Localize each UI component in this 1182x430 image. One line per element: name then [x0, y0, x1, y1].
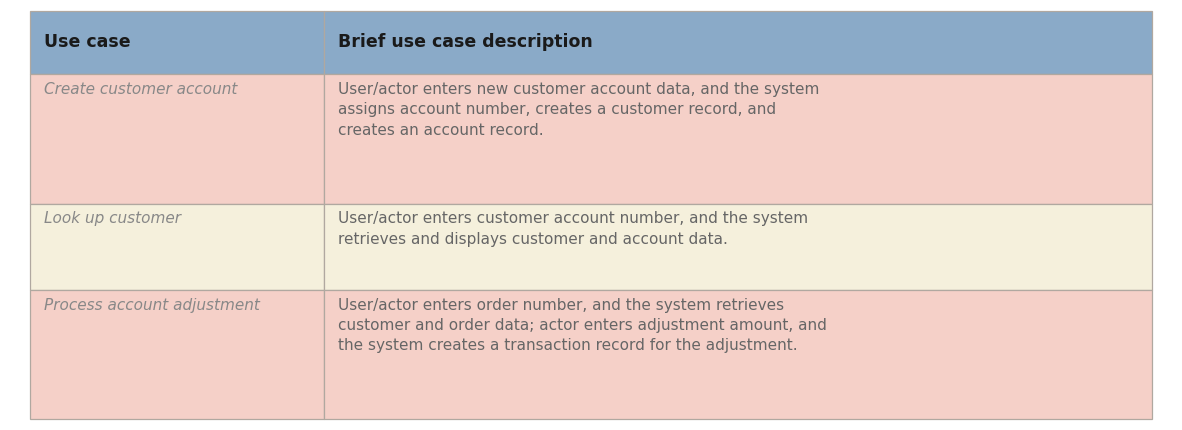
Text: Look up customer: Look up customer: [44, 211, 181, 226]
Text: User/actor enters order number, and the system retrieves
customer and order data: User/actor enters order number, and the …: [338, 298, 826, 353]
Bar: [30, 290, 324, 419]
Bar: [324, 11, 1152, 74]
Text: Create customer account: Create customer account: [44, 82, 238, 97]
Bar: [30, 11, 324, 74]
Text: User/actor enters customer account number, and the system
retrieves and displays: User/actor enters customer account numbe…: [338, 211, 808, 247]
Text: User/actor enters new customer account data, and the system
assigns account numb: User/actor enters new customer account d…: [338, 82, 819, 138]
Text: Process account adjustment: Process account adjustment: [44, 298, 260, 313]
Bar: [324, 203, 1152, 290]
Bar: [30, 74, 324, 203]
Bar: [324, 74, 1152, 203]
Text: Use case: Use case: [44, 34, 130, 52]
Text: Brief use case description: Brief use case description: [338, 34, 592, 52]
Bar: [324, 290, 1152, 419]
Bar: [30, 203, 324, 290]
